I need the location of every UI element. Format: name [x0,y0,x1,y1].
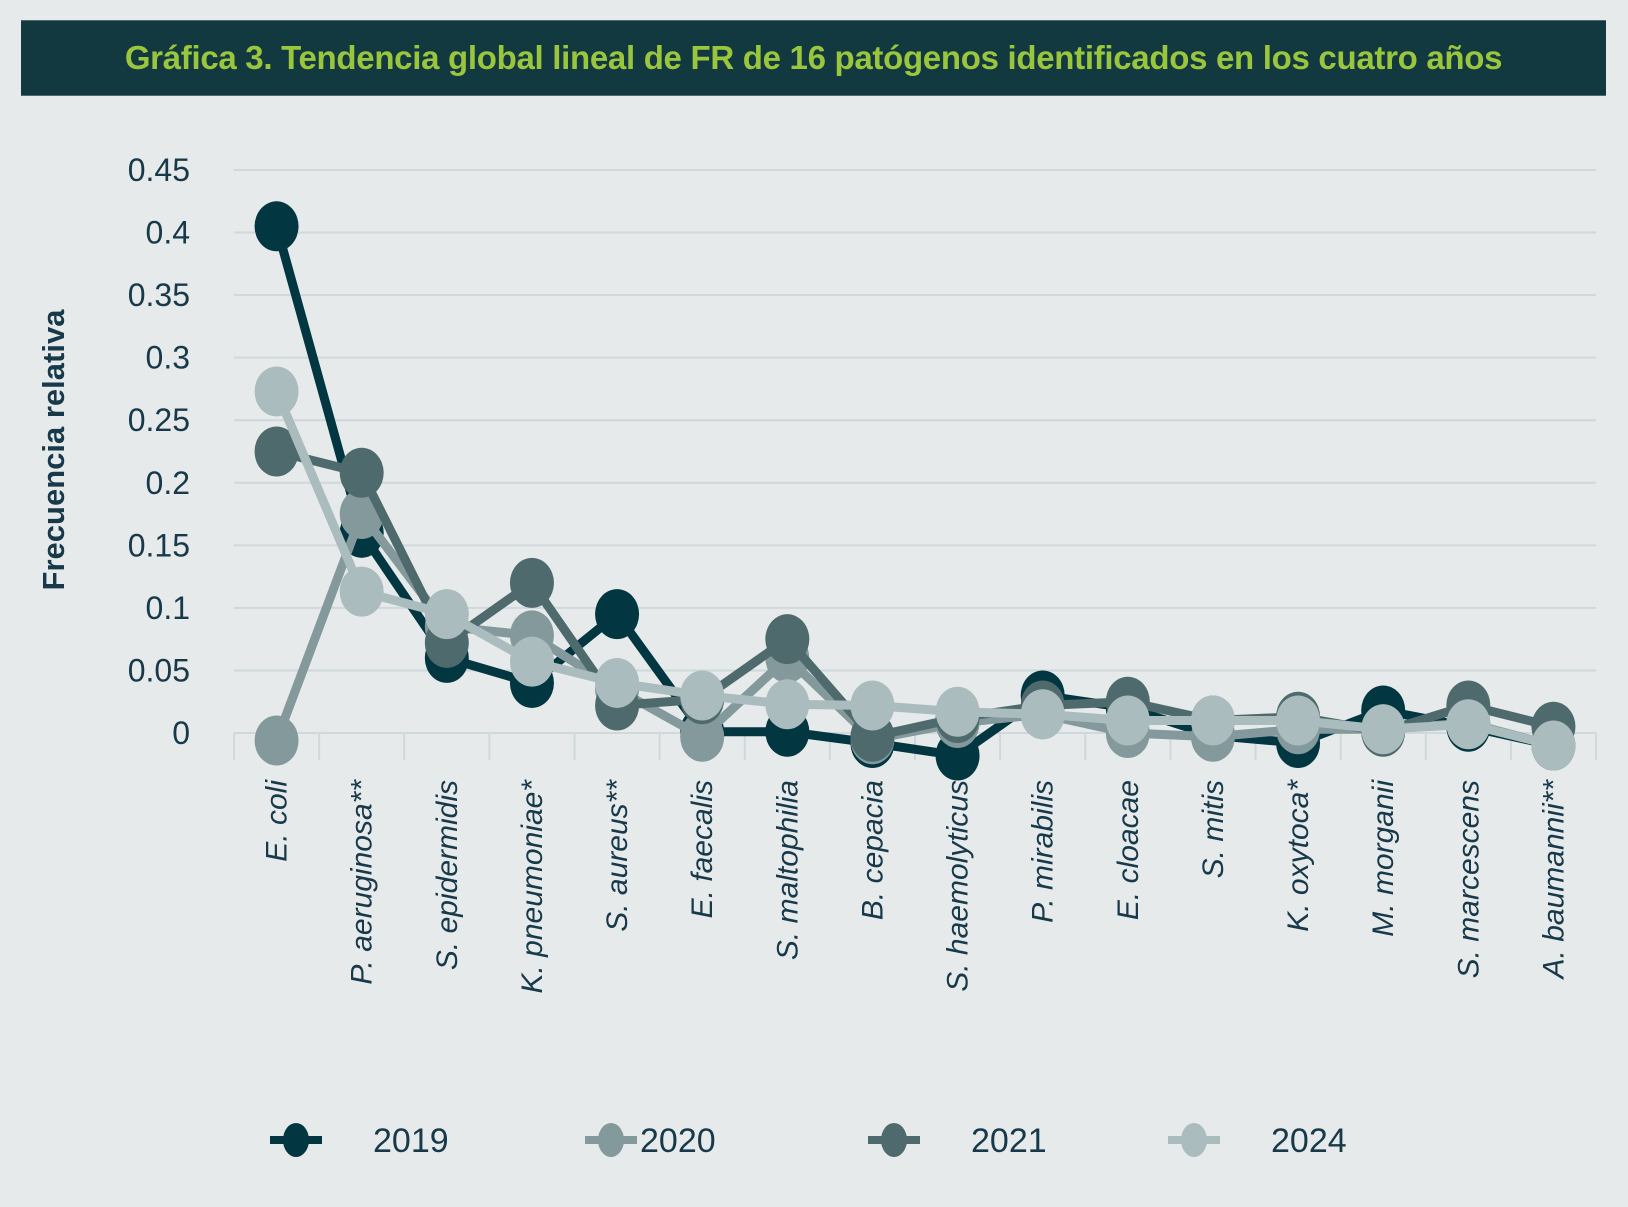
data-point [765,679,810,730]
data-point [680,711,725,762]
x-tick-label: P. aeruginosa** [346,779,379,985]
y-axis-ticks: 0.45 0.4 0.35 0.3 0.25 0.2 0.15 0.1 0.05 0 [128,152,190,751]
y-tick-label: 0.15 [128,527,190,563]
x-tick-label: S. aureus** [601,779,634,932]
x-tick-label: K. oxytoca* [1282,779,1315,932]
x-tick-label: K. pneumoniae* [516,779,549,994]
y-tick-label: 0.45 [128,152,190,188]
legend-item-2021: 2021 [868,1122,1047,1160]
data-point [1105,695,1150,746]
x-tick-label: S. haemolyticus [942,780,975,992]
data-point [339,447,384,498]
series-line [275,447,1555,742]
data-point [1446,699,1491,750]
series-2019 [254,201,1576,781]
y-tick-label: 0 [172,715,190,751]
data-point [935,686,980,737]
x-tick-label: E. cloacae [1112,780,1145,920]
data-point [254,426,299,477]
data-point [850,680,895,731]
y-tick-label: 0.05 [128,652,190,688]
data-point [1531,720,1576,771]
legend-item-2020: 2020 [585,1122,716,1160]
legend-label: 2021 [971,1122,1047,1160]
x-tick-label: P. mirabilis [1027,780,1060,923]
series-2024 [254,366,1576,771]
x-tick-label: M. morganii [1367,779,1400,937]
y-tick-label: 0.2 [146,465,190,501]
legend-label: 2019 [373,1122,449,1160]
data-point [424,589,469,640]
x-tick-label: S. marcescens [1452,780,1485,978]
data-point [339,566,384,617]
x-tick-label: E. faecalis [686,780,719,918]
y-tick-label: 0.35 [128,277,190,313]
data-point [254,366,299,417]
legend-item-2024: 2024 [1168,1122,1347,1160]
y-tick-label: 0.3 [146,340,190,376]
data-point [509,557,554,608]
data-point [254,715,299,766]
y-tick-label: 0.1 [146,590,190,626]
data-point [1361,704,1406,755]
data-point [1276,695,1321,746]
legend-item-2019: 2019 [270,1122,449,1160]
x-tick-label: B. cepacia [856,780,889,920]
chart-title: Gráfica 3. Tendencia global lineal de FR… [124,39,1503,76]
legend-label: 2024 [1271,1122,1347,1160]
data-point [680,670,725,721]
x-tick-label: S. maltophilia [771,780,804,960]
x-axis-labels: E. coli P. aeruginosa** S. epidermidis K. p… [261,779,1571,994]
data-point [595,589,640,640]
x-tick-label: S. epidermidis [431,780,464,970]
legend: 2019 2020 2021 2024 [270,1122,1347,1160]
series-line [272,389,1555,750]
legend-marker [1181,1123,1207,1157]
series-line [272,225,1555,761]
legend-marker [881,1123,907,1157]
y-tick-label: 0.25 [128,402,190,438]
y-tick-label: 0.4 [146,215,190,251]
data-point [595,657,640,708]
series-group [254,201,1576,781]
data-point [509,636,554,687]
y-axis-label: Frecuencia relativa [36,309,71,591]
data-point [765,614,810,665]
legend-label: 2020 [640,1122,716,1160]
data-point [1020,689,1065,740]
legend-marker [283,1123,309,1157]
legend-marker [598,1123,624,1157]
x-tick-label: A. baumannii** [1537,779,1570,981]
x-tick-label: E. coli [261,779,294,862]
x-tick-label: S. mitis [1197,780,1230,878]
chart-title-bar: Gráfica 3. Tendencia global lineal de FR… [21,20,1606,96]
data-point [254,201,299,252]
data-point [1190,695,1235,746]
